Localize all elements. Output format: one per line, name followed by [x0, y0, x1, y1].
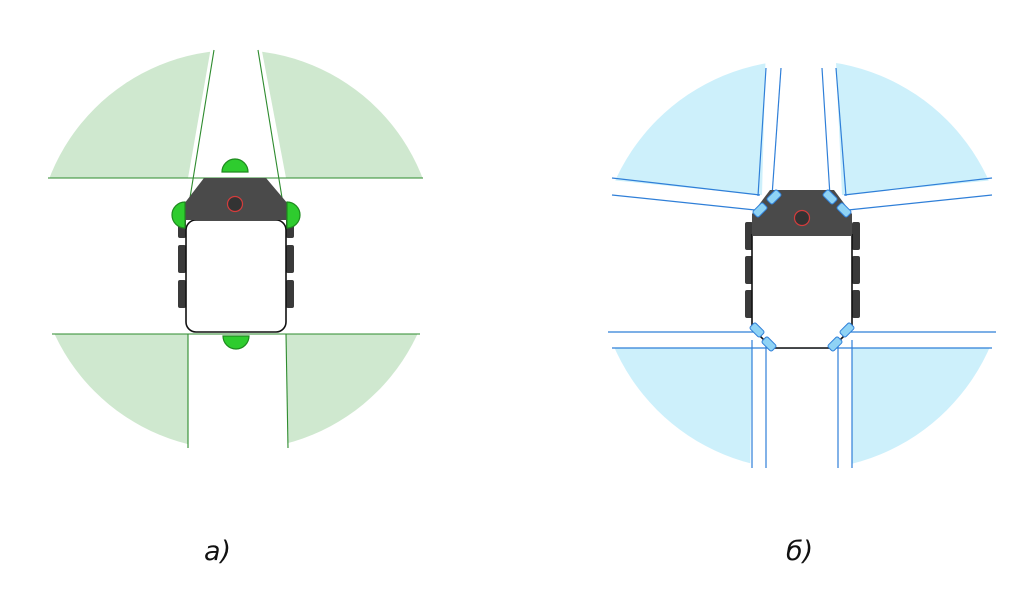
panel-a-label: а)	[204, 536, 232, 567]
robot-a-center-marker	[226, 195, 244, 213]
sector-a-top-left	[36, 50, 214, 178]
robot-a-body	[185, 219, 287, 333]
sector-a-top-right	[258, 50, 436, 178]
sector-b-top-right	[835, 60, 1007, 195]
robot-b-center-marker	[793, 209, 811, 227]
robot-b-wheels	[745, 222, 860, 318]
sector-a-bottom-left	[36, 334, 188, 450]
sector-a-bottom-right	[286, 334, 436, 450]
panel-a-boundary-lines	[48, 49, 423, 449]
robot-a	[171, 158, 301, 350]
robot-b-body	[751, 234, 853, 349]
sector-b-bottom-right	[852, 348, 1007, 470]
sector-b-bottom-left	[597, 348, 752, 470]
robot-b	[745, 189, 860, 352]
robot-b-sensors	[749, 189, 855, 352]
panel-b-label: б)	[786, 536, 814, 567]
robot-a-sensors	[171, 158, 301, 350]
sector-b-top-left	[597, 60, 766, 195]
panel-b	[597, 60, 1007, 470]
panel-a	[36, 49, 436, 450]
